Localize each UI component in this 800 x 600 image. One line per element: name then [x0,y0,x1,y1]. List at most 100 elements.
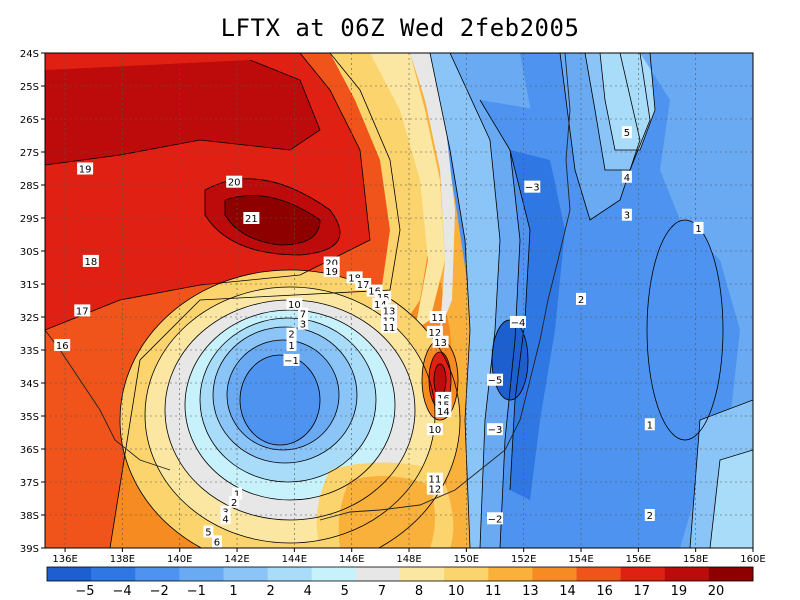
svg-text:18: 18 [348,273,361,284]
contour-label: −1 [283,353,300,367]
colorbar-label: −4 [113,584,132,599]
svg-text:16: 16 [368,287,381,298]
colorbar-label: −5 [75,584,94,599]
svg-text:21: 21 [245,214,258,225]
svg-text:5: 5 [205,528,211,539]
colorbar-label: 10 [448,584,465,599]
contour-label: 1 [693,221,704,235]
lon-tick-label: 138E [110,554,135,565]
colorbar-swatch [267,567,313,581]
contour-label: 1 [644,418,655,431]
contour-label: 4 [220,512,231,525]
colorbar-swatch [311,567,357,581]
contour-label: −5 [487,373,504,387]
colorbar-label: −1 [187,584,206,599]
colorbar-swatch [576,567,622,581]
colorbar-swatch [488,567,533,581]
svg-text:14: 14 [437,407,450,418]
svg-text:10: 10 [288,300,301,311]
contour-label: 18 [82,254,99,268]
lat-tick-label: 30S [20,247,39,258]
colorbar-swatch [532,567,577,581]
svg-text:12: 12 [428,485,441,496]
contour-label: 10 [426,423,443,436]
svg-text:17: 17 [357,280,370,291]
lon-tick-label: 136E [52,554,77,565]
contour-label: 1 [286,339,297,352]
plot-area [45,53,753,548]
colorbar-swatch [179,567,224,581]
cold-region [430,53,753,548]
contour-label: 6 [211,535,222,548]
lon-tick-label: 146E [339,554,364,565]
svg-text:2: 2 [578,295,584,306]
lat-tick-label: 35S [20,412,39,423]
contour-label: 1 [232,487,243,501]
svg-text:19: 19 [325,267,338,278]
colorbar-label: 11 [485,584,502,599]
contour-label: 11 [429,311,446,324]
contour-label: −4 [509,315,526,329]
lat-tick-label: 34S [20,379,39,390]
contour-label: 13 [432,335,449,349]
contour-label: 7 [297,307,308,321]
svg-text:4: 4 [624,173,630,184]
svg-text:10: 10 [428,425,441,436]
lat-lon-grid [45,53,753,548]
svg-text:−5: −5 [488,376,503,387]
colorbar-label: 20 [708,584,725,599]
colorbar-label: 4 [304,584,312,599]
contour-label: 19 [323,264,340,278]
lat-tick-label: 32S [20,313,39,324]
contour-label: 3 [297,317,308,331]
colorbar-label: 2 [266,584,274,599]
svg-text:11: 11 [428,475,441,486]
colorbar-swatch [135,567,180,581]
lon-tick-label: 156E [626,554,651,565]
colorbar-swatch [47,567,92,581]
svg-text:1: 1 [234,490,240,501]
svg-text:12: 12 [428,328,441,339]
contour-label: 2 [286,327,297,341]
contour-label: −3 [524,180,541,194]
svg-text:13: 13 [383,306,396,317]
svg-text:19: 19 [79,165,92,176]
lat-tick-label: 27S [20,148,39,159]
colorbar: −5 −4 −2 −1 1 2 4 5 7 8 10 11 13 14 16 17 19 20 [46,566,754,599]
lat-tick-label: 26S [20,115,39,126]
lon-tick-label: 144E [282,554,307,565]
svg-text:2: 2 [231,498,237,509]
lat-tick-label: 31S [20,280,39,291]
colorbar-label: 7 [378,584,386,599]
svg-text:20: 20 [325,259,338,270]
svg-text:1: 1 [288,341,294,352]
svg-text:−2: −2 [488,514,503,525]
svg-text:−1: −1 [284,356,299,367]
svg-text:20: 20 [228,178,241,189]
contour-label: 17 [74,304,91,317]
svg-text:−3: −3 [525,183,540,194]
svg-text:16: 16 [56,341,69,352]
svg-text:13: 13 [434,338,447,349]
warm-region [45,53,480,548]
colorbar-label: 5 [341,584,349,599]
contour-label: 12 [426,482,443,496]
colorbar-swatch [91,567,136,581]
colorbar-label: 8 [415,584,423,599]
colorbar-swatch [355,567,401,581]
svg-text:3: 3 [300,320,306,331]
contour-label: 11 [426,472,443,486]
lat-tick-label: 33S [20,346,39,357]
svg-text:11: 11 [431,313,444,324]
svg-text:11: 11 [383,323,396,334]
contour-label: 3 [621,208,632,222]
colorbar-label: 13 [522,584,539,599]
colorbar-label: 16 [596,584,613,599]
colorbar-label: 17 [633,584,650,599]
contour-label: 5 [203,525,214,539]
plot-frame [44,52,754,549]
svg-text:2: 2 [647,511,653,522]
lat-tick-label: 24S [20,49,39,60]
svg-text:−3: −3 [488,425,503,436]
